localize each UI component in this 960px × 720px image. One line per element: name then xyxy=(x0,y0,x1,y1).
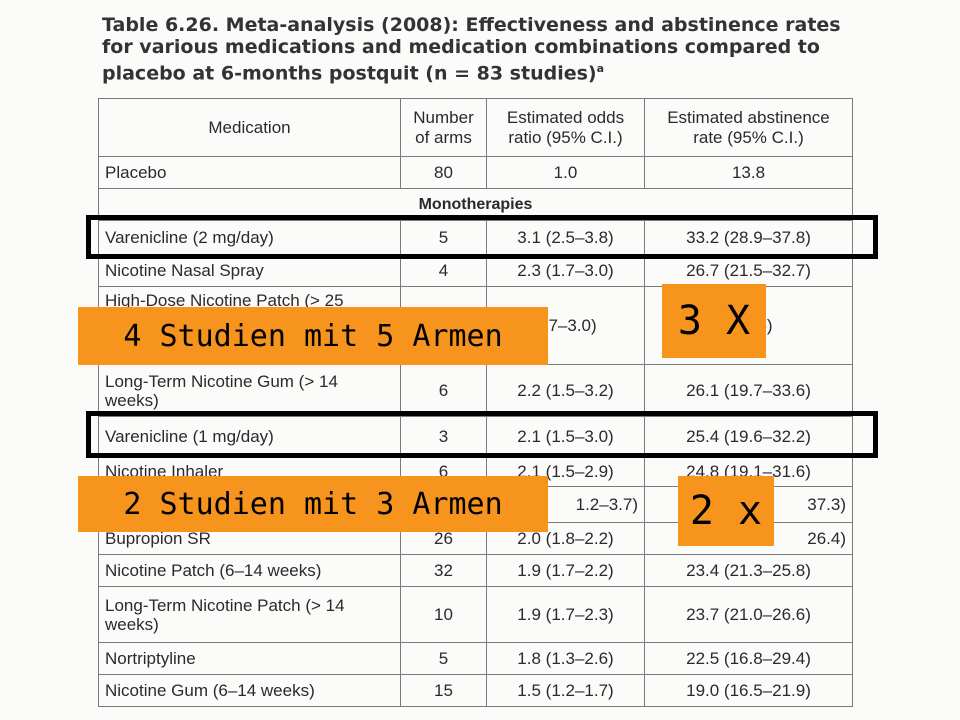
table-title: Table 6.26. Meta-analysis (2008): Effect… xyxy=(102,14,862,84)
header-row: Medication Number of arms Estimated odds… xyxy=(98,98,853,157)
cell-odds: 2.1 (1.5–3.0) xyxy=(486,416,645,457)
cell-medication: Long-Term Nicotine Gum (> 14 weeks) xyxy=(98,364,401,417)
header-odds-ratio: Estimated odds ratio (95% C.I.) xyxy=(486,98,645,157)
highlight-box-varenicline-2mg xyxy=(86,215,878,259)
cell-arms: 15 xyxy=(400,674,487,707)
cell-medication: Nortriptyline xyxy=(98,642,401,675)
header-abstinence-rate: Estimated abstinence rate (95% C.I.) xyxy=(644,98,853,157)
annotation-label-5-arms: 4 Studien mit 5 Armen xyxy=(78,307,548,365)
cell-rate: 22.5 (16.8–29.4) xyxy=(644,642,853,675)
table-title-text: Table 6.26. Meta-analysis (2008): Effect… xyxy=(102,14,841,85)
table-row: Long-Term Nicotine Gum (> 14 weeks) 6 2.… xyxy=(98,364,853,417)
annotation-label-3-arms: 2 Studien mit 3 Armen xyxy=(78,476,548,532)
cell-medication: Nicotine Gum (6–14 weeks) xyxy=(98,674,401,707)
table-row-placebo: Placebo 80 1.0 13.8 xyxy=(98,156,853,189)
cell-rate: 26.1 (19.7–33.6) xyxy=(644,364,853,417)
cell-arms: 32 xyxy=(400,554,487,587)
cell-odds: 1.5 (1.2–1.7) xyxy=(486,674,645,707)
cell-rate: 23.7 (21.0–26.6) xyxy=(644,586,853,643)
annotation-multiplier-3x: 3 X xyxy=(662,284,766,358)
table-row: Nortriptyline 5 1.8 (1.3–2.6) 22.5 (16.8… xyxy=(98,642,853,675)
table-row: Nicotine Nasal Spray 4 2.3 (1.7–3.0) 26.… xyxy=(98,254,853,287)
meta-analysis-table: Medication Number of arms Estimated odds… xyxy=(98,98,853,707)
cell-medication: Varenicline (2 mg/day) xyxy=(98,220,401,255)
cell-arms: 4 xyxy=(400,254,487,287)
cell-rate: 26.7 (21.5–32.7) xyxy=(644,254,853,287)
highlight-box-varenicline-1mg xyxy=(86,411,878,458)
table-row: Long-Term Nicotine Patch (> 14 weeks) 10… xyxy=(98,586,853,643)
cell-odds: 2.0 (1.8–2.2) xyxy=(486,522,645,555)
cell-rate: 13.8 xyxy=(644,156,853,189)
cell-arms: 10 xyxy=(400,586,487,643)
cell-medication: Varenicline (1 mg/day) xyxy=(98,416,401,457)
cell-odds: 1.9 (1.7–2.2) xyxy=(486,554,645,587)
annotation-multiplier-2x: 2 x xyxy=(678,476,774,546)
table-row: Nicotine Patch (6–14 weeks) 32 1.9 (1.7–… xyxy=(98,554,853,587)
cell-rate: 33.2 (28.9–37.8) xyxy=(644,220,853,255)
cell-medication: Nicotine Nasal Spray xyxy=(98,254,401,287)
table-row: Nicotine Gum (6–14 weeks) 15 1.5 (1.2–1.… xyxy=(98,674,853,707)
table-row: Varenicline (2 mg/day) 5 3.1 (2.5–3.8) 3… xyxy=(98,220,853,255)
table-row: Varenicline (1 mg/day) 3 2.1 (1.5–3.0) 2… xyxy=(98,416,853,457)
header-medication: Medication xyxy=(98,98,401,157)
cell-arms: 6 xyxy=(400,364,487,417)
cell-odds: 2.3 (1.7–3.0) xyxy=(486,254,645,287)
cell-arms: 5 xyxy=(400,642,487,675)
cell-rate: 23.4 (21.3–25.8) xyxy=(644,554,853,587)
cell-arms: 80 xyxy=(400,156,487,189)
cell-odds: 1.9 (1.7–2.3) xyxy=(486,586,645,643)
cell-rate: 25.4 (19.6–32.2) xyxy=(644,416,853,457)
cell-medication: Nicotine Patch (6–14 weeks) xyxy=(98,554,401,587)
cell-medication: Long-Term Nicotine Patch (> 14 weeks) xyxy=(98,586,401,643)
footnote-mark: a xyxy=(596,62,605,75)
cell-odds: 1.8 (1.3–2.6) xyxy=(486,642,645,675)
cell-medication: Placebo xyxy=(98,156,401,189)
cell-odds: 1.0 xyxy=(486,156,645,189)
cell-arms: 3 xyxy=(400,416,487,457)
cell-rate: 19.0 (16.5–21.9) xyxy=(644,674,853,707)
header-number-of-arms: Number of arms xyxy=(400,98,487,157)
cell-odds: 2.2 (1.5–3.2) xyxy=(486,364,645,417)
